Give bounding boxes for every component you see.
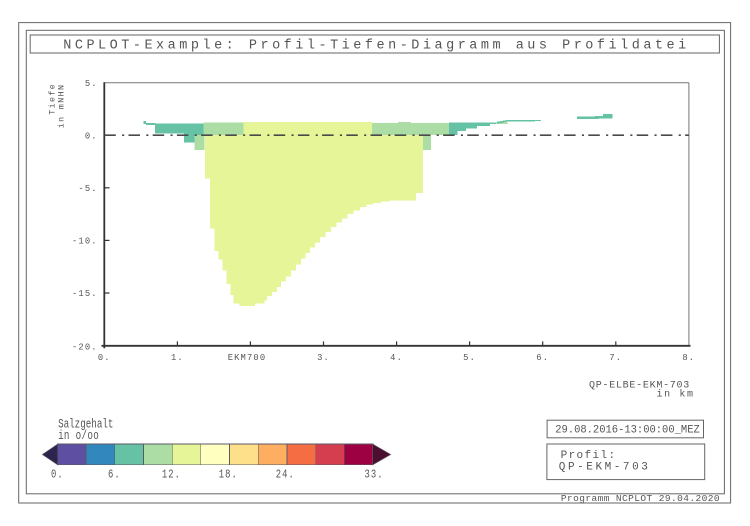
svg-text:in o/oo: in o/oo: [58, 430, 99, 444]
svg-text:0.: 0.: [85, 131, 98, 141]
svg-text:-15.: -15.: [72, 289, 98, 299]
svg-text:5.: 5.: [85, 79, 98, 89]
svg-text:-5.: -5.: [78, 184, 97, 194]
svg-text:7.: 7.: [609, 353, 622, 363]
svg-text:4.: 4.: [390, 353, 403, 363]
svg-text:8.: 8.: [682, 353, 695, 363]
svg-text:Salzgehalt: Salzgehalt: [58, 418, 113, 432]
svg-text:-20.: -20.: [72, 342, 98, 352]
svg-text:24.: 24.: [276, 468, 295, 482]
svg-text:0.: 0.: [51, 468, 64, 482]
svg-text:EKM700: EKM700: [228, 353, 267, 363]
svg-text:QP-EKM-703: QP-EKM-703: [559, 462, 651, 474]
svg-text:Tiefe: Tiefe: [47, 83, 57, 115]
svg-text:NCPLOT-Example: Profil-Tiefen-: NCPLOT-Example: Profil-Tiefen-Diagramm a…: [63, 39, 689, 54]
svg-text:Programm NCPLOT 29.04.2020: Programm NCPLOT 29.04.2020: [561, 493, 720, 504]
svg-text:29.08.2016-13:00:00_MEZ: 29.08.2016-13:00:00_MEZ: [555, 424, 700, 436]
svg-text:18.: 18.: [219, 468, 238, 482]
svg-text:6.: 6.: [536, 353, 549, 363]
svg-text:12.: 12.: [162, 468, 181, 482]
svg-text:5.: 5.: [463, 353, 476, 363]
svg-text:0.: 0.: [98, 353, 111, 363]
svg-text:QP-ELBE-EKM-703: QP-ELBE-EKM-703: [589, 380, 690, 391]
svg-text:1.: 1.: [171, 353, 184, 363]
svg-text:in mNHN: in mNHN: [57, 84, 67, 129]
svg-text:33.: 33.: [365, 468, 384, 482]
svg-text:3.: 3.: [317, 353, 330, 363]
svg-text:Profil:: Profil:: [561, 450, 617, 462]
svg-text:6.: 6.: [108, 468, 121, 482]
svg-text:in km: in km: [656, 388, 694, 400]
svg-text:-10.: -10.: [72, 237, 98, 247]
